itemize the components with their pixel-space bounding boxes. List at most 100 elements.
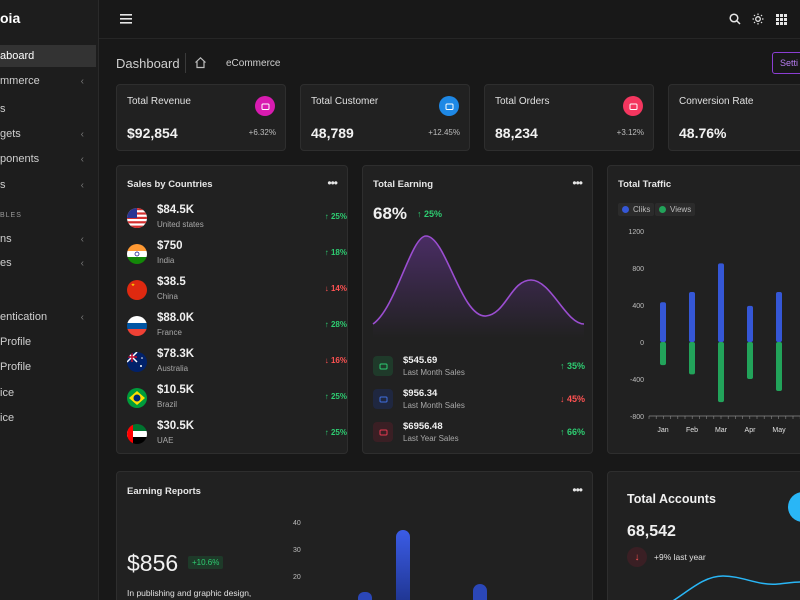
sidebar-item-label: s bbox=[0, 103, 6, 115]
chevron-left-icon: ‹ bbox=[80, 75, 84, 87]
more-options-icon[interactable]: ••• bbox=[327, 176, 338, 190]
flag-ae-icon bbox=[127, 424, 147, 444]
total-accounts-caption: +9% last year bbox=[654, 552, 706, 562]
country-row: $88.0K France ↑ 28% bbox=[127, 312, 347, 342]
home-icon[interactable] bbox=[194, 56, 207, 74]
country-row: $30.5K UAE ↑ 25% bbox=[127, 420, 347, 450]
bar-views-mar[interactable] bbox=[718, 342, 724, 403]
menu-icon[interactable] bbox=[118, 11, 134, 27]
sidebar-item[interactable]: aboard bbox=[0, 45, 96, 67]
y-tick-label: -800 bbox=[630, 414, 644, 421]
sidebar-item[interactable]: Profile bbox=[0, 331, 96, 353]
country-amount: $88.0K bbox=[157, 312, 195, 324]
sidebar-item[interactable]: ice bbox=[0, 382, 96, 404]
country-row: $78.3K Australia ↓ 16% bbox=[127, 348, 347, 378]
country-change-value: 25% bbox=[330, 428, 347, 437]
sidebar-item[interactable]: ns ‹ bbox=[0, 228, 96, 250]
bar-cliks-apr[interactable] bbox=[747, 305, 753, 342]
bar-cliks-mar[interactable] bbox=[718, 263, 724, 342]
sidebar-item-label: Profile bbox=[0, 361, 32, 373]
bar-views-feb[interactable] bbox=[689, 342, 695, 375]
flag-au-icon bbox=[127, 352, 147, 372]
more-options-icon[interactable]: ••• bbox=[572, 176, 583, 190]
bar-cliks-may[interactable] bbox=[776, 292, 782, 342]
more-options-icon[interactable]: ••• bbox=[572, 483, 583, 497]
stat-value: 48.76% bbox=[679, 125, 727, 141]
earning-row: $956.34 Last Month Sales ↓ 45% bbox=[373, 387, 585, 415]
x-tick-label: Mar bbox=[715, 427, 728, 434]
bar-views-jan[interactable] bbox=[660, 342, 666, 366]
total-accounts-card: Total Accounts 68,542 ↓ +9% last year bbox=[607, 471, 800, 600]
earning-area-chart bbox=[372, 235, 585, 338]
country-name: Australia bbox=[157, 364, 189, 373]
country-change-value: 14% bbox=[330, 284, 347, 293]
arrow-down-icon: ↓ bbox=[627, 547, 647, 567]
sidebar-item-label: s bbox=[0, 179, 6, 191]
breadcrumb-divider bbox=[185, 53, 186, 73]
earning-row-change: ↑ 66% bbox=[559, 427, 585, 437]
legend-cliks[interactable]: Cliks bbox=[618, 203, 655, 216]
total-earning-card: Total Earning ••• 68% ↑ 25% $545.69 Last … bbox=[362, 165, 593, 454]
earning-row-label: Last Month Sales bbox=[403, 401, 465, 410]
country-change: ↑ 28% bbox=[324, 320, 347, 329]
earning-row-change: ↓ 45% bbox=[559, 394, 585, 404]
x-tick-label: Feb bbox=[686, 427, 698, 434]
sidebar-item[interactable]: Profile bbox=[0, 356, 96, 378]
country-amount: $38.5 bbox=[157, 276, 186, 288]
chevron-left-icon: ‹ bbox=[80, 311, 84, 323]
earning-row-change: ↑ 35% bbox=[559, 361, 585, 371]
stat-title: Total Orders bbox=[495, 96, 550, 107]
y-tick-label: -400 bbox=[630, 377, 644, 384]
card-title: Total Accounts bbox=[627, 492, 716, 506]
sidebar-item[interactable]: ponents ‹ bbox=[0, 148, 96, 170]
legend-label: Cliks bbox=[633, 205, 651, 214]
sidebar-item[interactable]: ice bbox=[0, 407, 96, 429]
earning-change: ↑ 25% bbox=[417, 209, 443, 219]
earning-bar bbox=[358, 592, 372, 600]
bar-views-may[interactable] bbox=[776, 342, 782, 392]
settings-button[interactable]: Setti bbox=[772, 52, 800, 74]
x-tick-label: Jan bbox=[657, 427, 668, 434]
earning-change-value: 25% bbox=[424, 209, 443, 219]
sidebar: oia aboard mmerce ‹ s gets ‹ ponents ‹ s ‹ ns ‹ es ‹ e… bbox=[0, 0, 99, 600]
flag-us-icon bbox=[127, 208, 147, 228]
breadcrumb-current[interactable]: eCommerce bbox=[226, 58, 281, 69]
country-change-value: 25% bbox=[330, 392, 347, 401]
bar-cliks-jan[interactable] bbox=[660, 302, 666, 342]
stat-change: +6.32% bbox=[248, 128, 276, 137]
earning-row-amount: $6956.48 bbox=[403, 421, 443, 432]
bar-cliks-feb[interactable] bbox=[689, 292, 695, 342]
country-amount: $750 bbox=[157, 240, 183, 252]
sun-icon[interactable] bbox=[750, 11, 766, 27]
sidebar-item[interactable]: gets ‹ bbox=[0, 123, 96, 145]
apps-grid-icon[interactable] bbox=[773, 11, 789, 27]
earning-row-change-value: 45% bbox=[566, 394, 585, 404]
flag-in-icon bbox=[127, 244, 147, 264]
total-accounts-value: 68,542 bbox=[627, 523, 676, 540]
country-name: United states bbox=[157, 220, 204, 229]
bar-views-apr[interactable] bbox=[747, 342, 753, 379]
country-amount: $84.5K bbox=[157, 204, 195, 216]
earning-row-amount: $956.34 bbox=[403, 388, 438, 399]
country-row: $10.5K Brazil ↑ 25% bbox=[127, 384, 347, 414]
country-change-value: 28% bbox=[330, 320, 347, 329]
sidebar-item[interactable]: s bbox=[0, 98, 96, 120]
card-title: Total Traffic bbox=[618, 179, 672, 190]
sidebar-item[interactable]: entication ‹ bbox=[0, 306, 96, 328]
legend-views[interactable]: Views bbox=[655, 203, 696, 216]
stat-value: $92,854 bbox=[127, 125, 178, 141]
earning-reports-value: $856 bbox=[127, 550, 179, 576]
y-tick-label: 1200 bbox=[628, 229, 644, 236]
card-title: Sales by Countries bbox=[127, 179, 213, 190]
sidebar-item[interactable]: es ‹ bbox=[0, 252, 96, 274]
accounts-icon bbox=[788, 492, 800, 522]
earning-row-icon bbox=[373, 389, 393, 409]
topbar-divider bbox=[99, 38, 800, 39]
country-change: ↓ 14% bbox=[324, 284, 347, 293]
chevron-left-icon: ‹ bbox=[80, 128, 84, 140]
stat-title: Total Revenue bbox=[127, 96, 191, 107]
sidebar-item[interactable]: mmerce ‹ bbox=[0, 70, 96, 92]
search-icon[interactable] bbox=[727, 11, 743, 27]
sidebar-item[interactable]: s ‹ bbox=[0, 174, 96, 196]
card-title: Earning Reports bbox=[127, 486, 201, 497]
